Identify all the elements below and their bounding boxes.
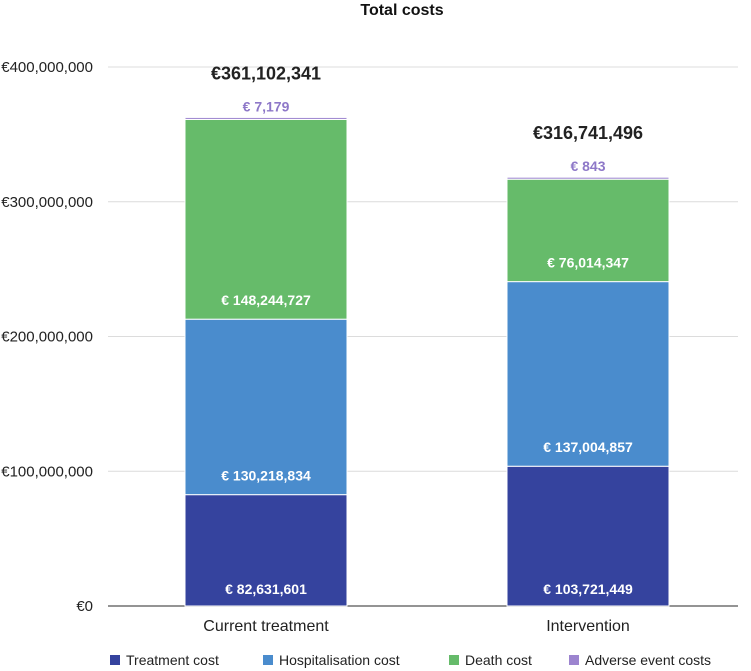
bar-segment — [184, 318, 348, 496]
total-label: €361,102,341 — [211, 63, 321, 83]
y-tick-label: €0 — [76, 598, 93, 615]
data-labels: € 82,631,601 € 130,218,834 € 148,244,727 € … — [211, 63, 643, 597]
x-axis-categories: Current treatment Intervention — [203, 618, 630, 635]
legend-swatch — [263, 655, 273, 665]
segment-data-label: € 7,179 — [243, 98, 290, 114]
segment-data-label: € 843 — [570, 158, 605, 174]
y-tick-label: €200,000,000 — [1, 329, 93, 346]
legend-swatch — [110, 655, 120, 665]
legend-entry: Death cost — [465, 652, 532, 668]
bar-segment — [184, 116, 348, 120]
total-label: €316,741,496 — [533, 123, 643, 143]
legend-entry: Adverse event costs — [585, 652, 711, 668]
segment-data-label: € 82,631,601 — [225, 581, 307, 597]
x-category-label: Current treatment — [203, 618, 329, 635]
bars — [184, 116, 670, 607]
legend: Treatment cost Hospitalisation cost Death … — [110, 652, 711, 668]
legend-entry: Treatment cost — [126, 652, 219, 668]
y-tick-label: €100,000,000 — [1, 463, 93, 480]
segment-data-label: € 76,014,347 — [547, 255, 629, 271]
bar-segment — [184, 494, 348, 607]
segment-data-label: € 103,721,449 — [543, 581, 633, 597]
x-category-label: Intervention — [546, 618, 630, 635]
bar-segment — [184, 118, 348, 320]
bar-segment — [506, 176, 670, 180]
chart-title: Total costs — [360, 2, 443, 19]
segment-data-label: € 137,004,857 — [543, 439, 633, 455]
y-tick-label: €400,000,000 — [1, 59, 93, 76]
legend-swatch — [569, 655, 579, 665]
legend-entry: Hospitalisation cost — [279, 652, 400, 668]
y-axis-ticks: €0 €100,000,000 €200,000,000 €300,000,000 €4… — [1, 59, 93, 615]
legend-swatch — [449, 655, 459, 665]
segment-data-label: € 148,244,727 — [221, 292, 311, 308]
segment-data-label: € 130,218,834 — [221, 468, 311, 484]
y-tick-label: €300,000,000 — [1, 194, 93, 211]
